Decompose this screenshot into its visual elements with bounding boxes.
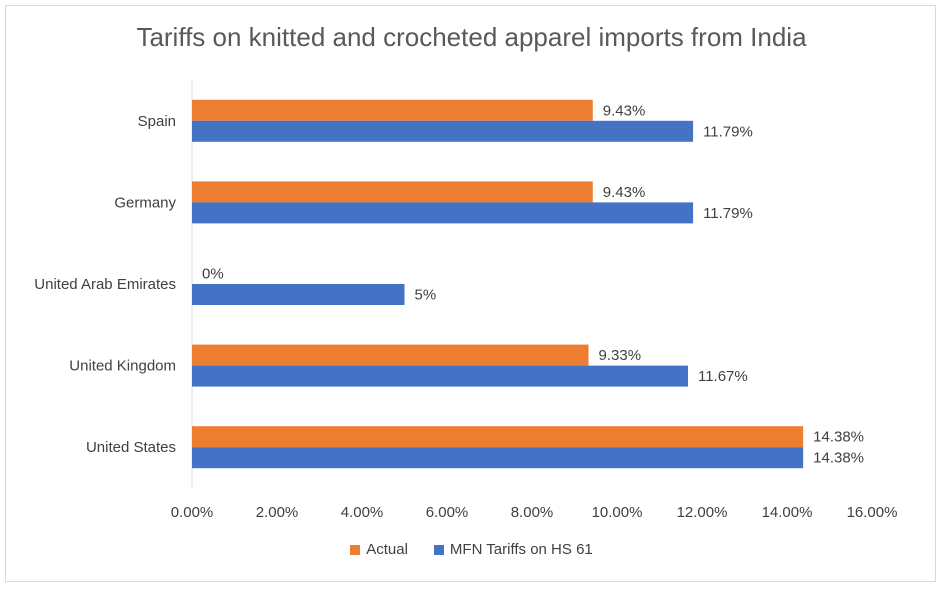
bar-mfn [192,202,694,224]
bar-mfn [192,284,405,305]
category-label: United Kingdom [69,358,176,375]
data-label: 11.79% [703,123,753,140]
category-label: Germany [114,194,176,211]
bar-mfn [192,447,804,469]
category-label: Spain [138,113,176,130]
x-tick-label: 16.00% [847,504,898,521]
data-label: 9.43% [603,184,646,201]
data-label: 11.67% [698,368,748,385]
x-tick-label: 12.00% [677,504,728,521]
x-tick-label: 14.00% [762,504,813,521]
data-label: 14.38% [813,429,864,446]
data-label: 9.43% [603,102,646,119]
bar-mfn [192,365,688,387]
bar-actual [192,426,804,448]
x-tick-label: 0.00% [171,504,214,521]
bar-actual [192,99,593,121]
legend: Actual MFN Tariffs on HS 61 [0,541,943,558]
category-label: United States [86,439,176,456]
legend-swatch-actual [350,544,361,555]
data-label: 14.38% [813,450,864,467]
x-tick-label: 6.00% [426,504,469,521]
legend-label-mfn: MFN Tariffs on HS 61 [449,541,593,558]
legend-item-mfn: MFN Tariffs on HS 61 [433,541,593,558]
x-tick-label: 4.00% [341,504,384,521]
data-label: 5% [415,287,437,304]
bar-actual [192,344,589,366]
x-tick-label: 8.00% [511,504,554,521]
x-tick-label: 10.00% [592,504,643,521]
data-label: 11.79% [703,205,753,222]
data-label: 9.33% [599,347,642,364]
category-label: United Arab Emirates [34,276,176,293]
bar-mfn [192,120,694,142]
legend-label-actual: Actual [366,541,408,558]
legend-swatch-mfn [433,544,444,555]
data-label: 0% [202,266,224,283]
x-tick-label: 2.00% [256,504,299,521]
legend-item-actual: Actual [350,541,408,558]
bar-actual [192,181,593,203]
chart-title: Tariffs on knitted and crocheted apparel… [136,22,807,52]
